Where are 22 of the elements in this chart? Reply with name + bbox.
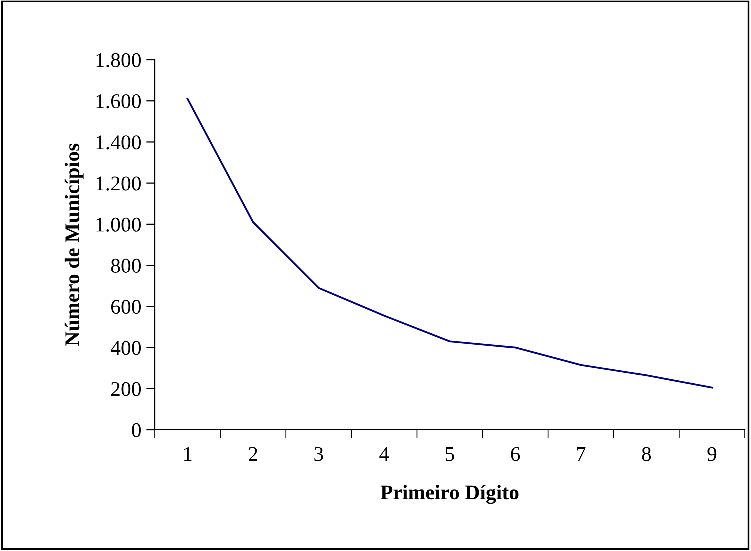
y-tick-label: 1.800	[96, 53, 142, 68]
x-tick-label: 9	[708, 447, 717, 462]
y-tick-label: 0	[132, 423, 142, 438]
y-tick-label: 200	[111, 382, 142, 396]
y-tick-label: 600	[111, 300, 142, 314]
y-tick-label: 1.400	[96, 136, 142, 150]
y-tick-label: 800	[111, 258, 142, 273]
y-tick-label: 1.200	[96, 176, 142, 191]
x-tick-label: 6	[511, 447, 520, 462]
line-series	[186, 98, 714, 389]
x-tick-label: 3	[314, 447, 324, 462]
y-axis-title: Número de Municípios	[64, 144, 84, 346]
y-tick-label: 1.600	[96, 94, 142, 109]
y-tick-label: 1.000	[96, 218, 142, 232]
y-tick-label: 400	[110, 341, 142, 356]
x-tick-label: 7	[577, 447, 586, 462]
x-tick-label: 8	[642, 447, 652, 462]
x-tick-label: 5	[446, 447, 454, 462]
x-axis-title: Primeiro Dígito	[380, 485, 519, 504]
x-tick-label: 4	[380, 447, 390, 462]
x-tick-label: 1	[184, 447, 192, 462]
x-tick-label: 2	[249, 447, 258, 462]
